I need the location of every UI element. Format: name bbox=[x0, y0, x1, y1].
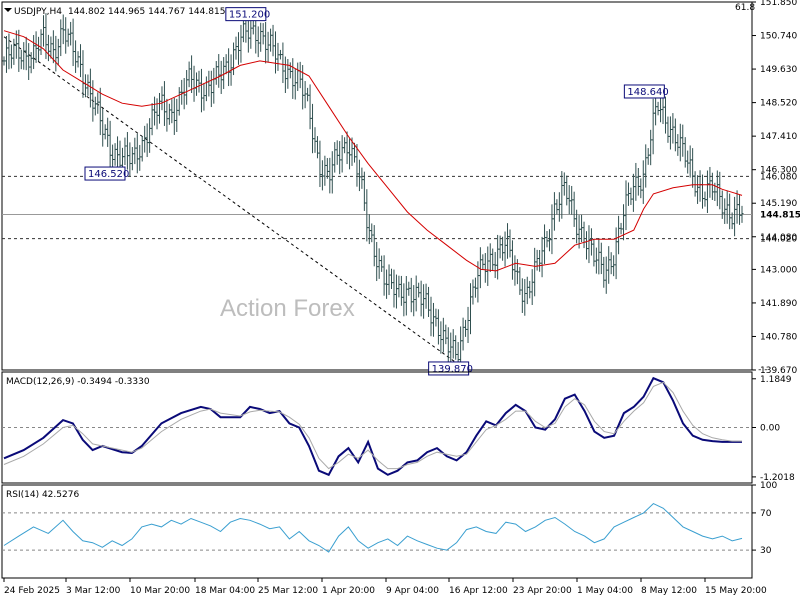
price-flag-box bbox=[84, 166, 126, 181]
price-tick-label: 145.190 bbox=[760, 199, 797, 209]
macd-tick-label: 0.00 bbox=[760, 424, 780, 434]
watermark: Action Forex bbox=[220, 295, 355, 322]
price-flag: 148.640 bbox=[623, 84, 669, 99]
price-tick-label: 139.670 bbox=[760, 366, 797, 376]
price-flag: 139.870 bbox=[428, 361, 473, 376]
price-flag: 146.520 bbox=[84, 166, 129, 181]
price-tick-label: 151.850 bbox=[760, 0, 797, 8]
macd-tick-label: 1.1849 bbox=[760, 375, 792, 385]
price-flag-label: 139.870 bbox=[432, 364, 473, 375]
corner-fib-label: 61.8 bbox=[735, 3, 755, 13]
price-flag-box bbox=[225, 7, 267, 22]
time-tick-label: 15 May 20:00 bbox=[705, 586, 767, 596]
level-label-bg bbox=[753, 169, 799, 183]
price-flag-label: 148.640 bbox=[627, 87, 668, 98]
price-tick-label: 147.410 bbox=[760, 132, 797, 142]
macd-lines bbox=[2, 376, 752, 477]
time-tick-label: 25 Mar 12:00 bbox=[258, 586, 318, 596]
ma-line bbox=[3, 30, 743, 272]
price-tick-label: 149.630 bbox=[760, 65, 797, 75]
macd-axis: 1.1849 0.00 -1.2018 bbox=[752, 375, 795, 483]
price-axis: 151.850 150.740 149.630 148.520 147.410 146.3… bbox=[752, 0, 797, 376]
time-tick-label: 24 Feb 2025 bbox=[4, 586, 60, 596]
trendline-line bbox=[3, 36, 457, 364]
price-tick-label: 143.000 bbox=[760, 265, 797, 275]
price-tick-label: 140.780 bbox=[760, 332, 797, 342]
rsi-tick-label: 70 bbox=[760, 509, 772, 519]
rsi-tick-label: 100 bbox=[760, 481, 777, 491]
time-tick-label: 18 Mar 04:00 bbox=[195, 586, 255, 596]
ohlc-bar bbox=[740, 205, 744, 223]
time-tick-label: 1 May 04:00 bbox=[577, 586, 633, 596]
macd-title: MACD(12,26,9) -0.3494 -0.3330 bbox=[6, 377, 150, 387]
time-tick-label: 3 Mar 12:00 bbox=[66, 586, 121, 596]
rsi-tick-label: 30 bbox=[760, 546, 772, 556]
price-tick-label: 141.890 bbox=[760, 299, 797, 309]
price-flag: 151.200 bbox=[225, 7, 270, 22]
rsi-pane-frame bbox=[1, 484, 753, 579]
time-tick-label: 23 Apr 20:00 bbox=[513, 586, 572, 596]
rsi-pane: 100 70 30 RSI(14) 42.5276 bbox=[1, 481, 777, 579]
time-tick-label: 8 May 12:00 bbox=[641, 586, 697, 596]
moving-average bbox=[3, 30, 743, 272]
time-tick-label: 16 Apr 12:00 bbox=[449, 586, 508, 596]
symbol-header: USDJPY,H4 144.802 144.965 144.767 144.815 bbox=[14, 7, 225, 17]
level-label-bg bbox=[753, 232, 799, 246]
time-axis: 24 Feb 2025 3 Mar 12:00 10 Mar 20:00 18 Mar… bbox=[3, 578, 767, 596]
rsi-lines bbox=[2, 503, 752, 553]
price-tick-label: 144.080 bbox=[760, 233, 797, 243]
rsi-title: RSI(14) 42.5276 bbox=[6, 490, 79, 500]
collapse-triangle-icon[interactable] bbox=[4, 8, 12, 12]
time-tick-label: 1 Apr 20:00 bbox=[322, 586, 375, 596]
price-flag-box bbox=[623, 84, 665, 99]
level-label-bg bbox=[753, 208, 799, 222]
macd-pane: 1.1849 0.00 -1.2018 MACD(12,26,9) -0.3494 … bbox=[1, 371, 795, 484]
price-scale-end-marker: - - - bbox=[752, 365, 767, 375]
price-tick-label: 150.740 bbox=[760, 32, 797, 42]
macd-tick-label: -1.2018 bbox=[760, 473, 795, 483]
time-tick-label: 10 Mar 20:00 bbox=[130, 586, 190, 596]
horizontal-levels: 146.080 144.815 144.020 bbox=[2, 169, 800, 246]
price-tick-label: 148.520 bbox=[760, 99, 797, 109]
level-label: 144.020 bbox=[760, 235, 797, 245]
price-flag-label: 146.520 bbox=[88, 169, 129, 180]
signal-line bbox=[3, 381, 742, 470]
macd-line bbox=[3, 376, 742, 477]
price-flag-label: 151.200 bbox=[229, 10, 270, 21]
symbol-name: USDJPY,H4 bbox=[14, 7, 62, 17]
time-tick-label: 9 Apr 04:00 bbox=[386, 586, 439, 596]
price-tick-label: 146.300 bbox=[760, 166, 797, 176]
level-label: 146.080 bbox=[760, 172, 797, 182]
level-label: 144.815 bbox=[760, 211, 800, 221]
price-pane: - - - Action Forex 146.080 144.815 144.020… bbox=[1, 0, 800, 376]
rsi-line bbox=[3, 503, 743, 553]
ohlc-values: 144.802 144.965 144.767 144.815 bbox=[68, 7, 225, 17]
price-pane-frame bbox=[1, 1, 753, 371]
trendline bbox=[3, 36, 457, 364]
rsi-axis: 100 70 30 bbox=[752, 481, 777, 556]
